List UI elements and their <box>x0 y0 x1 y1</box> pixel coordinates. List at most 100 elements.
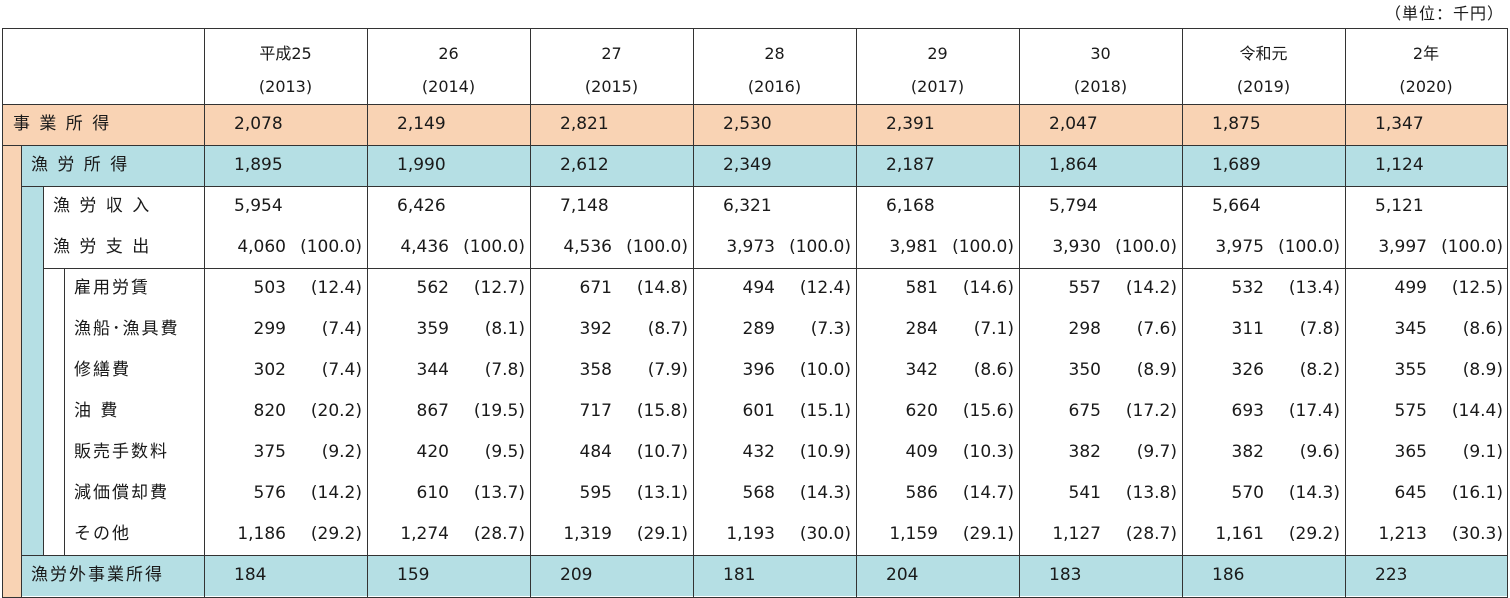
cell-share: (28.7) <box>1125 524 1177 544</box>
cell-value: 4,536 <box>563 237 612 257</box>
cell-share: (14.7) <box>962 483 1014 503</box>
cell-value: 392 <box>579 319 612 339</box>
cell-share: (12.7) <box>473 278 525 298</box>
column-header: 2年 (2020) <box>1345 37 1507 103</box>
row-divider <box>3 145 1507 146</box>
cell-share: (8.9) <box>1136 360 1177 380</box>
header-year-western: (2020) <box>1399 77 1453 96</box>
cell-share: (14.4) <box>1451 401 1503 421</box>
header-year-western: (2019) <box>1236 77 1291 96</box>
cell-share: (100.0) <box>463 237 525 257</box>
cell-share: (12.5) <box>1451 278 1503 298</box>
header-year-western: (2015) <box>584 77 639 96</box>
column-header: 令和元 (2019) <box>1182 37 1345 103</box>
cell-share: (10.7) <box>636 442 688 462</box>
row-label: 減価償却費 <box>74 483 169 503</box>
band-non-fishing-income <box>21 555 1507 596</box>
cell-share: (29.1) <box>962 524 1014 544</box>
cell-share: (20.2) <box>310 401 362 421</box>
cell-share: (12.4) <box>799 278 851 298</box>
cell-share: (9.2) <box>321 442 362 462</box>
cell-value: 1,689 <box>1212 155 1261 175</box>
cell-share: (8.1) <box>484 319 525 339</box>
cell-value: 181 <box>723 565 756 585</box>
indent-divider <box>43 186 44 555</box>
cell-value: 601 <box>742 401 775 421</box>
cell-value: 1,864 <box>1049 155 1098 175</box>
row-label: 雇用労賃 <box>74 278 150 298</box>
cell-share: (9.7) <box>1136 442 1177 462</box>
row-label: 事 業 所 得 <box>13 114 112 134</box>
cell-share: (17.2) <box>1125 401 1177 421</box>
cell-value: 562 <box>416 278 449 298</box>
indent-divider <box>64 268 65 555</box>
cell-share: (100.0) <box>626 237 688 257</box>
cell-value: 2,149 <box>397 114 446 134</box>
cell-share: (100.0) <box>952 237 1014 257</box>
cell-value: 344 <box>416 360 449 380</box>
cell-value: 1,990 <box>397 155 446 175</box>
cell-share: (100.0) <box>789 237 851 257</box>
cell-value: 532 <box>1231 278 1264 298</box>
cell-value: 645 <box>1394 483 1427 503</box>
header-year-era: 28 <box>764 44 785 63</box>
cell-share: (100.0) <box>1115 237 1177 257</box>
header-year-era: 30 <box>1090 44 1111 63</box>
cell-value: 2,078 <box>234 114 283 134</box>
column-divider <box>530 29 531 597</box>
cell-value: 1,193 <box>726 524 775 544</box>
cell-share: (10.3) <box>962 442 1014 462</box>
column-header: 29 (2017) <box>856 37 1019 103</box>
cell-share: (13.8) <box>1125 483 1177 503</box>
row-label: 漁 労 収 入 <box>53 196 152 216</box>
cell-value: 5,794 <box>1049 196 1098 216</box>
column-header: 30 (2018) <box>1019 37 1182 103</box>
cell-share: (10.9) <box>799 442 851 462</box>
income-table: 平成25 (2013) 26 (2014) 27 (2015) 28 (2016) 29 (201… <box>2 28 1508 598</box>
cell-value: 620 <box>905 401 938 421</box>
header-year-western: (2016) <box>747 77 802 96</box>
cell-value: 820 <box>253 401 286 421</box>
cell-value: 499 <box>1394 278 1427 298</box>
cell-share: (17.4) <box>1288 401 1340 421</box>
cell-share: (15.8) <box>636 401 688 421</box>
column-header: 平成25 (2013) <box>204 37 367 103</box>
cell-value: 1,319 <box>563 524 612 544</box>
cell-value: 4,060 <box>237 237 286 257</box>
cell-value: 570 <box>1231 483 1264 503</box>
indent-strip-business <box>3 145 21 597</box>
cell-share: (30.3) <box>1451 524 1503 544</box>
header-year-era: 27 <box>601 44 622 63</box>
cell-value: 204 <box>886 565 919 585</box>
cell-share: (8.6) <box>973 360 1014 380</box>
header-year-era: 2年 <box>1412 44 1440 63</box>
column-divider <box>1182 29 1183 597</box>
cell-value: 3,973 <box>726 237 775 257</box>
row-label: 修繕費 <box>74 360 131 380</box>
row-label: 漁労外事業所得 <box>31 565 164 585</box>
row-label: 漁船･漁具費 <box>74 319 180 339</box>
header-year-era: 26 <box>438 44 459 63</box>
row-divider <box>43 268 1507 269</box>
column-divider <box>1019 29 1020 597</box>
cell-value: 355 <box>1394 360 1427 380</box>
cell-share: (9.1) <box>1462 442 1503 462</box>
cell-share: (15.6) <box>962 401 1014 421</box>
cell-share: (7.4) <box>321 360 362 380</box>
indent-strip-fishing <box>21 186 43 555</box>
cell-value: 359 <box>416 319 449 339</box>
cell-share: (7.1) <box>973 319 1014 339</box>
band-fishing-income <box>21 145 1507 186</box>
cell-value: 494 <box>742 278 775 298</box>
cell-value: 541 <box>1068 483 1101 503</box>
cell-value: 1,159 <box>889 524 938 544</box>
cell-value: 159 <box>397 565 430 585</box>
cell-share: (8.2) <box>1299 360 1340 380</box>
cell-share: (7.3) <box>810 319 851 339</box>
cell-value: 420 <box>416 442 449 462</box>
cell-share: (7.4) <box>321 319 362 339</box>
cell-share: (13.7) <box>473 483 525 503</box>
cell-value: 717 <box>579 401 612 421</box>
cell-share: (13.4) <box>1288 278 1340 298</box>
cell-value: 2,612 <box>560 155 609 175</box>
